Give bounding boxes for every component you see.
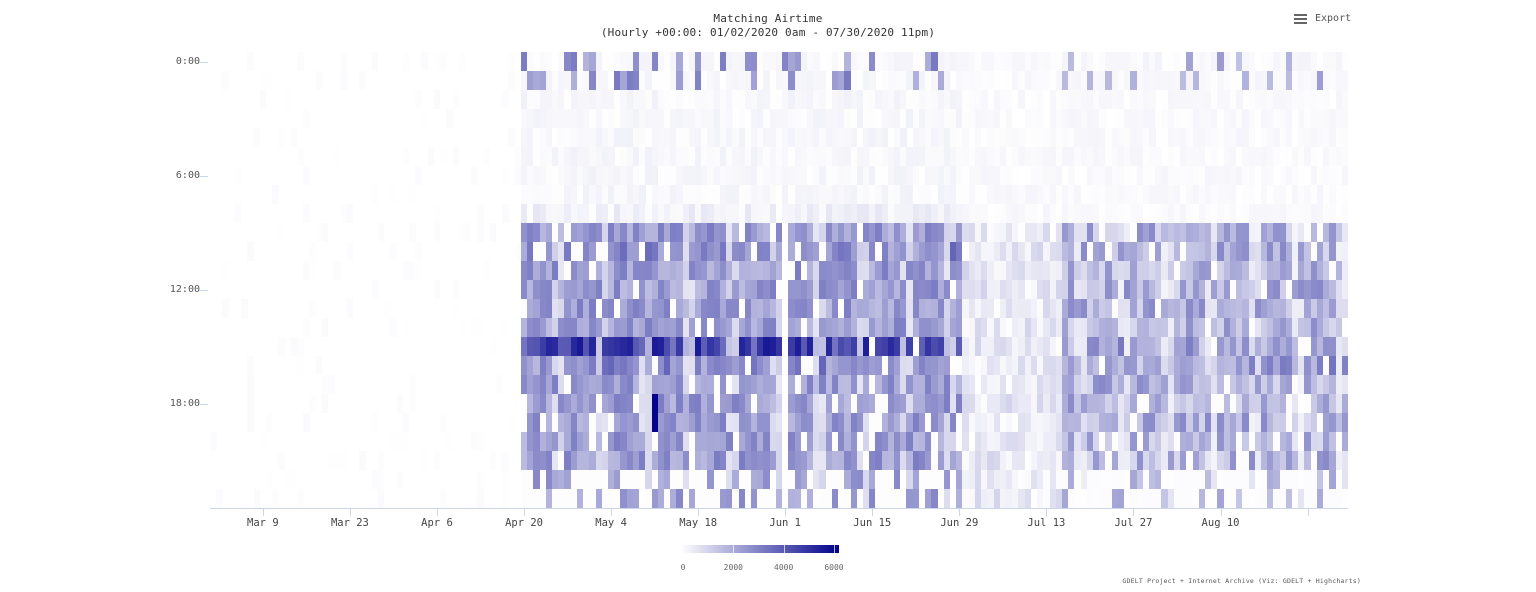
plot-area: [210, 52, 1349, 509]
x-tick: [785, 508, 787, 516]
hamburger-menu-icon: [1294, 13, 1307, 24]
legend-label: 4000: [774, 563, 794, 572]
y-tick: [199, 175, 208, 177]
legend-label: 6000: [824, 563, 844, 572]
x-tick: [872, 508, 874, 516]
y-tick-label: 18:00: [169, 397, 200, 409]
y-tick-label: 6:00: [175, 169, 200, 181]
x-tick-label: Apr 6: [421, 517, 453, 529]
y-tick-label: 12:00: [169, 283, 200, 295]
export-button[interactable]: Export: [1294, 13, 1351, 24]
x-tick-label: Mar 9: [247, 517, 279, 529]
x-tick-label: Jun 1: [769, 517, 802, 529]
color-legend-bar: [681, 545, 839, 553]
y-tick-label: 0:00: [175, 55, 200, 67]
x-tick: [1133, 508, 1135, 516]
x-tick: [1307, 508, 1309, 516]
legend-label: 0: [680, 563, 686, 572]
x-tick-label: May 4: [595, 517, 627, 529]
x-tick: [436, 508, 438, 516]
chart-title-main: Matching Airtime: [713, 12, 823, 25]
export-label: Export: [1315, 13, 1352, 24]
chart-subtitle: (Hourly +00:00: 01/02/2020 0am - 07/30/2…: [600, 26, 936, 39]
x-tick: [262, 508, 264, 516]
x-tick-label: Apr 20: [505, 517, 543, 529]
x-tick-label: Mar 23: [330, 517, 369, 529]
x-tick: [959, 508, 961, 516]
x-tick: [698, 508, 700, 516]
x-tick-label: Aug 10: [1201, 517, 1240, 529]
x-tick: [1046, 508, 1048, 516]
y-tick: [199, 61, 208, 63]
x-tick-label: Jul 13: [1027, 517, 1066, 529]
x-tick-label: Jun 29: [940, 517, 979, 529]
x-tick: [1220, 508, 1222, 516]
y-tick: [199, 289, 208, 291]
credits-link[interactable]: GDELT Project + Internet Archive (Viz: G…: [1122, 577, 1361, 585]
y-tick: [199, 403, 208, 405]
x-tick: [349, 508, 351, 516]
x-tick-label: Jun 15: [853, 517, 892, 529]
x-tick-label: Jul 27: [1114, 517, 1153, 529]
x-tick-label: May 18: [679, 517, 718, 529]
x-tick: [611, 508, 613, 516]
x-axis-line: [210, 508, 1348, 509]
x-tick: [524, 508, 526, 516]
legend-label: 2000: [723, 563, 743, 572]
chart-title: Matching Airtime (Hourly +00:00: 01/02/2…: [0, 12, 1536, 40]
heatmap-grid: [210, 52, 1349, 509]
